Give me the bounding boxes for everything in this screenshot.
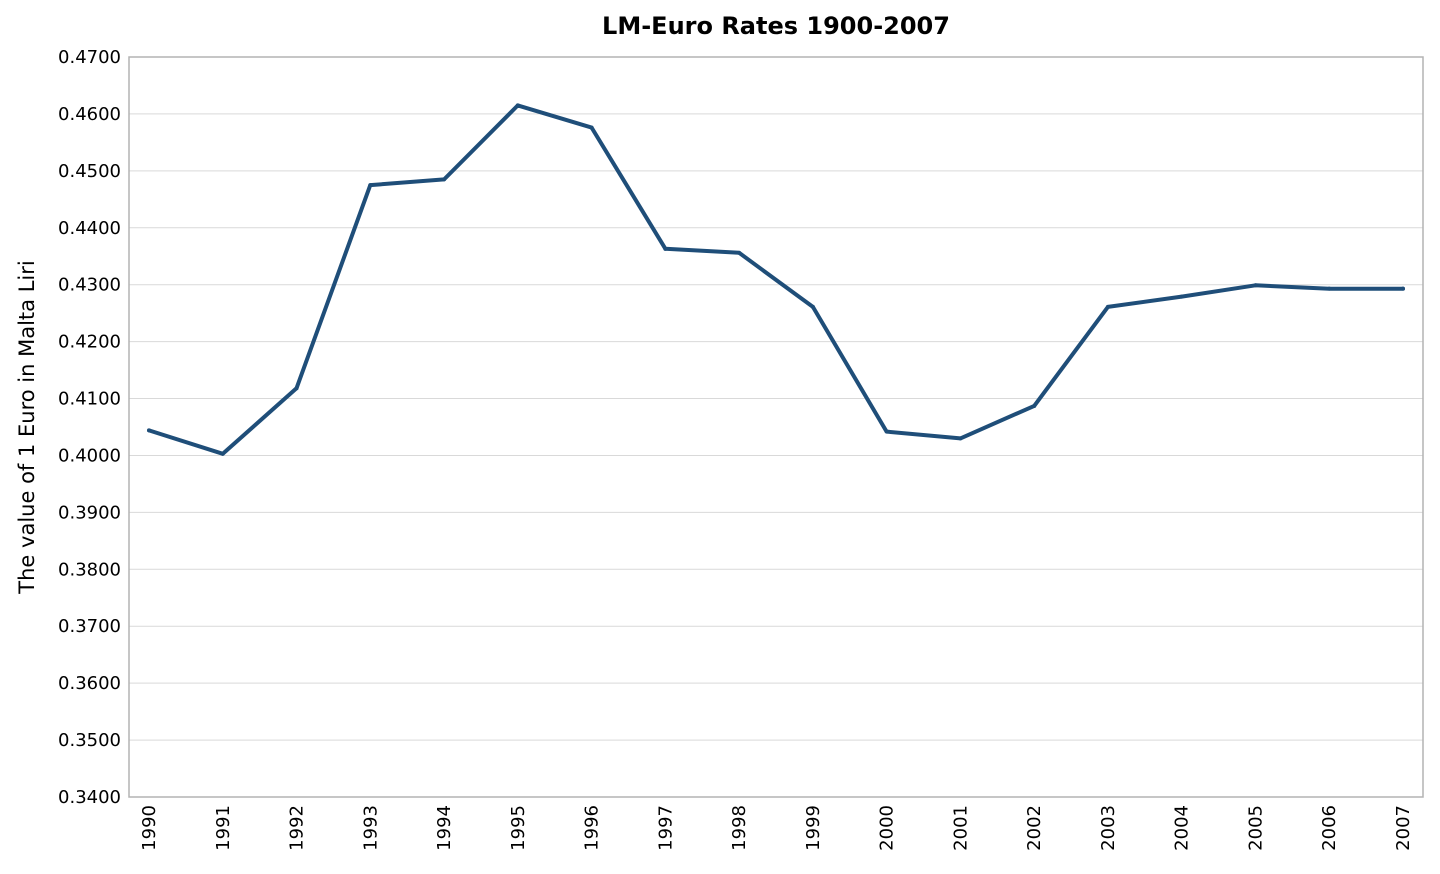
x-tick-label: 1990 <box>139 805 160 851</box>
x-tick-label: 2002 <box>1024 805 1045 851</box>
data-point <box>737 250 742 255</box>
gridlines <box>129 113 1423 741</box>
y-tick-label: 0.4700 <box>58 47 121 68</box>
x-tick-label: 1996 <box>582 805 603 851</box>
data-point <box>294 386 299 391</box>
series-layer <box>147 103 1405 456</box>
x-tick-label: 2006 <box>1319 805 1340 851</box>
y-tick-label: 0.4500 <box>58 161 121 182</box>
y-tick-label: 0.3900 <box>58 502 121 523</box>
x-tick-label: 2004 <box>1172 805 1193 851</box>
x-axis-ticks: 1990 1991 1992 1993 1994 1995 1996 1997 1998 1999… <box>139 805 1414 851</box>
data-point <box>220 451 225 456</box>
x-tick-label: 1999 <box>803 805 824 851</box>
x-tick-label: 2005 <box>1245 805 1266 851</box>
y-tick-label: 0.3700 <box>58 616 121 637</box>
data-point <box>589 125 594 130</box>
y-tick-label: 0.4200 <box>58 332 121 353</box>
data-point <box>1253 283 1258 288</box>
data-point <box>1327 286 1332 291</box>
x-tick-label: 1994 <box>434 805 455 851</box>
data-point <box>442 177 447 182</box>
series-line <box>147 103 1405 456</box>
y-tick-label: 0.4600 <box>58 104 121 125</box>
x-tick-label: 1991 <box>213 805 234 851</box>
data-point <box>1105 304 1110 309</box>
data-point <box>1032 403 1037 408</box>
y-tick-label: 0.4000 <box>58 445 121 466</box>
data-point <box>147 428 151 433</box>
data-point <box>1401 286 1405 291</box>
y-tick-label: 0.4300 <box>58 275 121 296</box>
x-tick-label: 1998 <box>729 805 750 851</box>
x-tick-label: 1997 <box>655 805 676 851</box>
y-tick-label: 0.3600 <box>58 673 121 694</box>
x-tick-label: 2007 <box>1393 805 1414 851</box>
data-point <box>958 436 963 441</box>
y-tick-label: 0.3500 <box>58 730 121 751</box>
x-tick-label: 1993 <box>360 805 381 851</box>
chart-title: LM-Euro Rates 1900-2007 <box>602 12 950 40</box>
data-point <box>810 304 815 309</box>
y-tick-label: 0.3400 <box>58 787 121 808</box>
y-tick-label: 0.3800 <box>58 559 121 580</box>
x-tick-label: 2000 <box>877 805 898 851</box>
x-tick-label: 2001 <box>950 805 971 851</box>
plot-area <box>128 56 1424 798</box>
data-point <box>663 246 668 251</box>
y-tick-label: 0.4400 <box>58 218 121 239</box>
x-tick-label: 1995 <box>508 805 529 851</box>
y-axis-ticks: 0.3400 0.3500 0.3600 0.3700 0.3800 0.3900 0.40… <box>58 47 121 808</box>
data-point <box>515 103 520 108</box>
data-point <box>1179 294 1184 299</box>
data-point <box>368 183 373 188</box>
x-tick-label: 1992 <box>287 805 308 851</box>
data-point <box>884 429 889 434</box>
y-tick-label: 0.4100 <box>58 389 121 410</box>
y-axis-label: The value of 1 Euro in Malta Liri <box>15 260 39 594</box>
x-tick-label: 2003 <box>1098 805 1119 851</box>
